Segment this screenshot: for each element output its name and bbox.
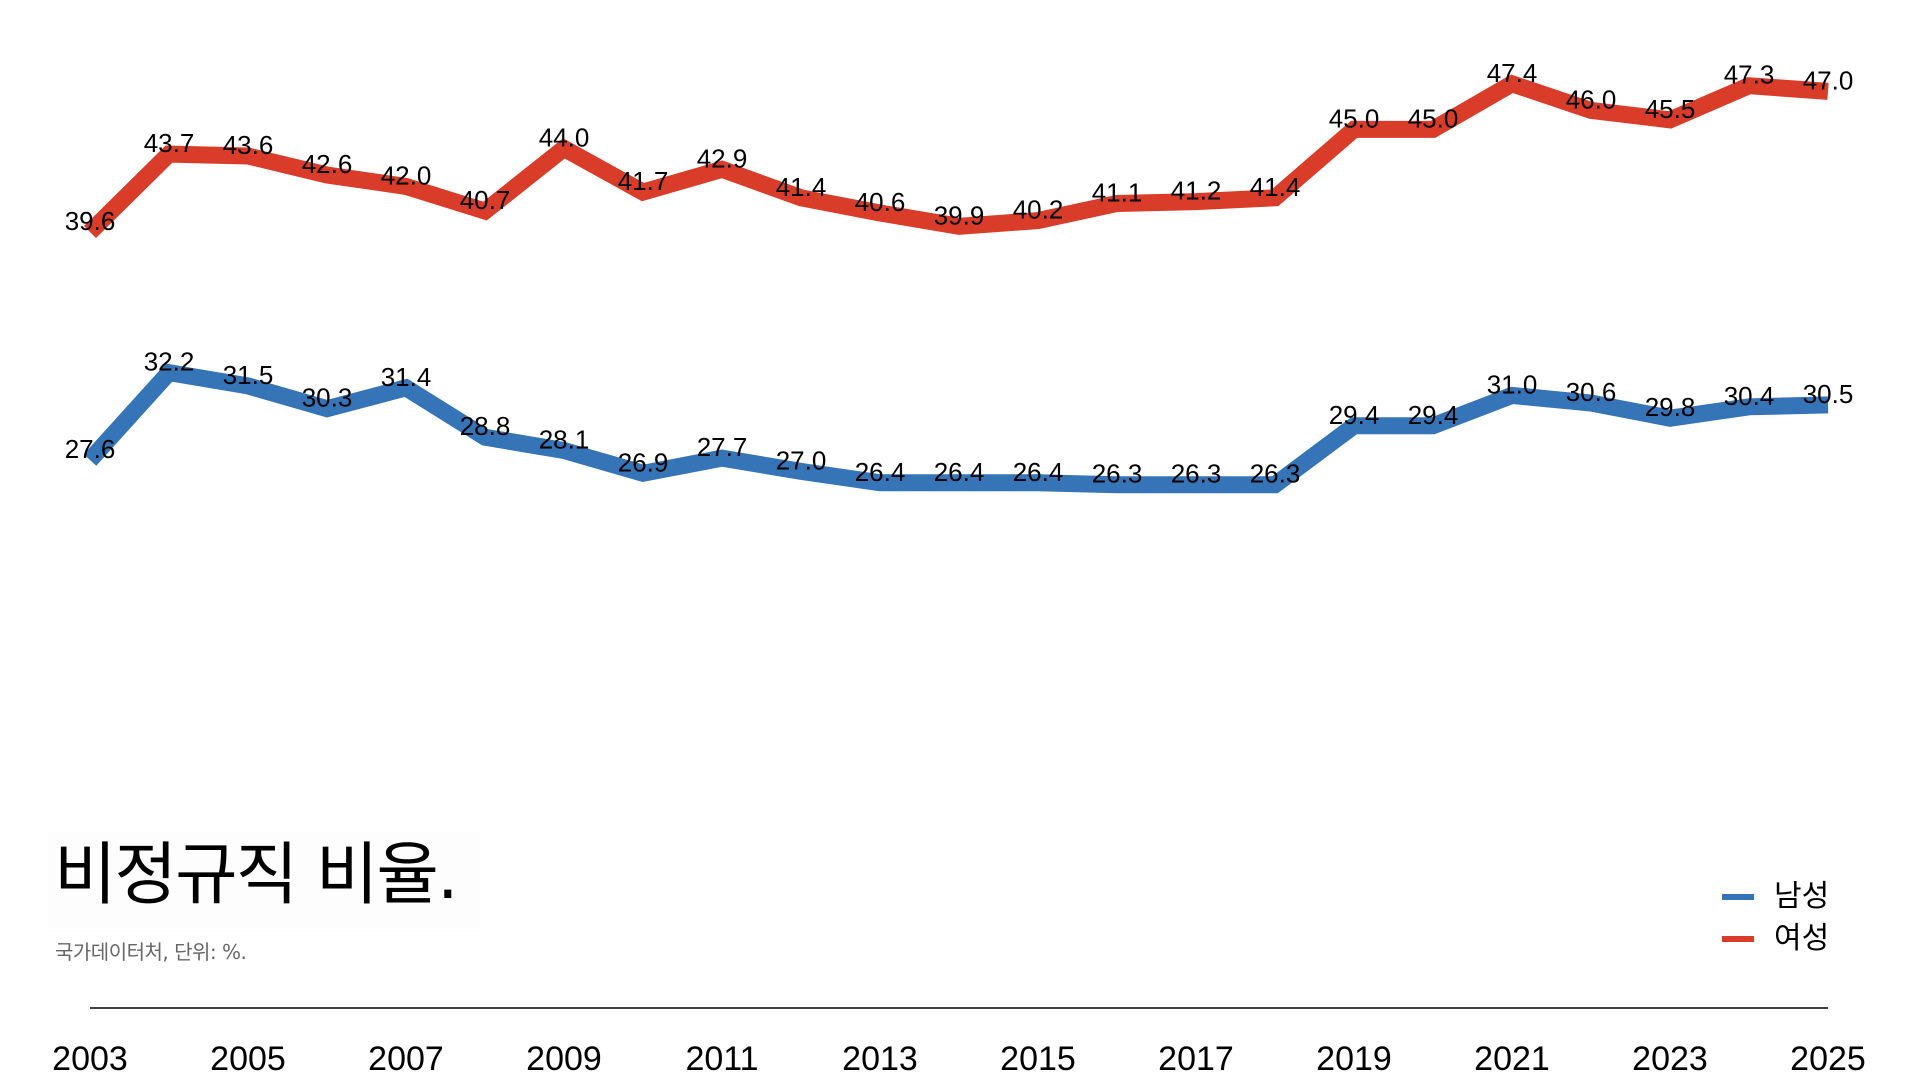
data-label-male-2020: 29.4: [1408, 400, 1459, 430]
data-label-female-2012: 41.4: [776, 172, 827, 202]
legend: 남성 여성: [1722, 876, 1829, 960]
x-tick-label-2019: 2019: [1316, 1040, 1392, 1078]
x-tick-layer: 2003 2005 2007 2009 2011 2013 2015 2017 2019 2021…: [52, 1040, 1866, 1078]
data-label-male-2022: 30.6: [1566, 377, 1617, 407]
data-label-male-2013: 26.4: [855, 457, 906, 487]
x-tick-label-2021: 2021: [1474, 1040, 1550, 1078]
legend-item-male[interactable]: 남성: [1722, 876, 1829, 918]
data-label-male-2007: 31.4: [381, 362, 432, 392]
data-label-female-2007: 42.0: [381, 160, 432, 190]
data-label-female-2019: 45.0: [1329, 103, 1380, 133]
data-label-female-2016: 41.1: [1092, 178, 1143, 208]
data-label-female-2004: 43.7: [144, 128, 195, 158]
legend-label-male: 남성: [1774, 879, 1830, 914]
data-label-female-2006: 42.6: [302, 149, 353, 179]
data-label-female-2022: 46.0: [1566, 84, 1617, 114]
data-label-female-2023: 45.5: [1645, 94, 1696, 124]
data-label-female-2005: 43.6: [223, 130, 274, 160]
x-tick-label-2009: 2009: [526, 1040, 602, 1078]
data-label-male-2004: 32.2: [144, 347, 195, 377]
x-tick-label-2011: 2011: [685, 1040, 758, 1078]
data-label-male-2015: 26.4: [1013, 457, 1064, 487]
legend-swatch-female: [1722, 936, 1754, 942]
data-label-female-2024: 47.3: [1724, 60, 1775, 90]
data-label-female-2021: 47.4: [1487, 58, 1538, 88]
x-tick-label-2023: 2023: [1632, 1040, 1708, 1078]
data-label-male-2009: 28.1: [539, 425, 590, 455]
series-line-female: [84, 74, 1829, 239]
data-label-female-2020: 45.0: [1408, 103, 1459, 133]
data-label-female-2003: 39.6: [65, 206, 116, 236]
legend-label-female: 여성: [1774, 921, 1830, 956]
data-label-female-2013: 40.6: [855, 187, 906, 217]
data-label-male-2010: 26.9: [618, 447, 669, 477]
data-label-male-2024: 30.4: [1724, 381, 1775, 411]
data-label-male-2025: 30.5: [1803, 379, 1854, 409]
data-label-male-2017: 26.3: [1171, 459, 1222, 489]
x-tick-label-2003: 2003: [52, 1040, 128, 1078]
x-tick-label-2013: 2013: [842, 1040, 918, 1078]
data-label-male-2008: 28.8: [460, 411, 511, 441]
data-label-male-2016: 26.3: [1092, 459, 1143, 489]
data-label-male-2021: 31.0: [1487, 369, 1538, 399]
data-label-female-2025: 47.0: [1803, 65, 1854, 95]
legend-swatch-male: [1722, 894, 1754, 900]
data-label-female-2010: 41.7: [618, 166, 669, 196]
data-label-female-2017: 41.2: [1171, 176, 1222, 206]
series-line-male: [83, 363, 1829, 494]
series-layer: [83, 74, 1829, 494]
data-label-layer: 27.6 32.2 31.5 30.3 31.4 28.8 28.1 26.9 27.7 27.0…: [65, 58, 1854, 489]
x-tick-label-2025: 2025: [1790, 1040, 1866, 1078]
title-background: [48, 832, 480, 932]
chart-subtitle: 국가데이터처, 단위: %.: [55, 940, 247, 964]
legend-item-female[interactable]: 여성: [1722, 918, 1829, 960]
data-label-male-2023: 29.8: [1645, 392, 1696, 422]
data-label-male-2006: 30.3: [302, 383, 353, 413]
x-tick-label-2015: 2015: [1000, 1040, 1076, 1078]
data-label-male-2012: 27.0: [776, 445, 827, 475]
data-label-male-2003: 27.6: [65, 434, 116, 464]
data-label-female-2014: 39.9: [934, 200, 985, 230]
data-label-female-2015: 40.2: [1013, 195, 1064, 225]
chart-title: 비정규직 비율.: [54, 836, 459, 915]
data-label-female-2011: 42.9: [697, 143, 748, 173]
data-label-female-2018: 41.4: [1250, 172, 1301, 202]
data-label-female-2009: 44.0: [539, 122, 590, 152]
data-label-female-2008: 40.7: [460, 185, 511, 215]
data-label-male-2018: 26.3: [1250, 459, 1301, 489]
x-tick-label-2017: 2017: [1158, 1040, 1234, 1078]
data-label-male-2014: 26.4: [934, 457, 985, 487]
data-label-male-2019: 29.4: [1329, 400, 1380, 430]
x-tick-label-2007: 2007: [368, 1040, 444, 1078]
x-tick-label-2005: 2005: [210, 1040, 286, 1078]
data-label-male-2011: 27.7: [697, 432, 748, 462]
data-label-male-2005: 31.5: [223, 360, 274, 390]
